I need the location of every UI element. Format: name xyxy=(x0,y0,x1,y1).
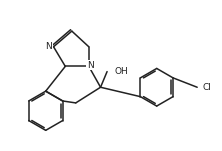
Text: OH: OH xyxy=(114,67,128,76)
Text: N: N xyxy=(46,42,52,51)
Text: Cl: Cl xyxy=(203,83,212,92)
Text: N: N xyxy=(87,61,93,70)
